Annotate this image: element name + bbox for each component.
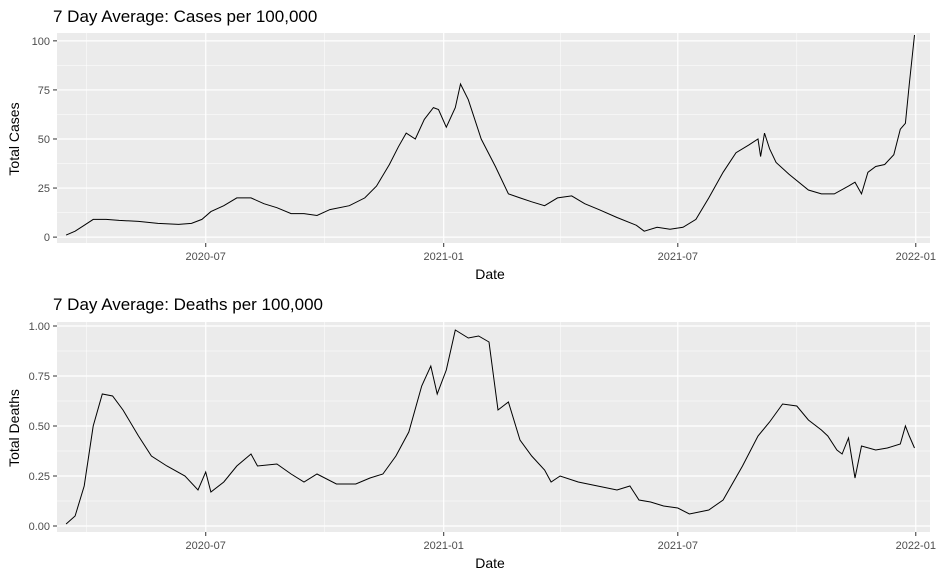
cases-x-tick-label: 2021-01 [424,251,464,263]
deaths-y-tick-label: 1.00 [29,321,50,333]
deaths-y-tick-label: 0.75 [29,371,50,383]
deaths-y-tick-label: 0.25 [29,471,50,483]
deaths-y-tick-label: 0.50 [29,421,50,433]
deaths-x-tick-label: 2022-01 [896,540,936,552]
deaths-plot-panel [57,322,930,532]
cases-y-tick-label: 0 [44,232,50,244]
cases-y-axis-label: Total Cases [6,102,22,175]
cases-x-tick-label: 2022-01 [896,251,936,263]
deaths-chart: 0.00 0.25 0.50 0.75 1.00 2020-07 2021-01 2021-0… [6,295,936,571]
deaths-y-axis-label: Total Deaths [6,389,22,467]
cases-plot-panel [57,33,930,243]
cases-y-tick-label: 75 [38,85,50,97]
deaths-chart-title: 7 Day Average: Deaths per 100,000 [53,295,323,314]
deaths-x-tick-label: 2020-07 [186,540,226,552]
deaths-x-tick-label: 2021-07 [658,540,698,552]
cases-x-tick-label: 2021-07 [658,251,698,263]
cases-x-tick-label: 2020-07 [186,251,226,263]
cases-chart-title: 7 Day Average: Cases per 100,000 [53,7,317,26]
cases-chart: 0 25 50 75 100 2020-07 2021-01 2021-07 2022-01 7 … [6,7,936,282]
deaths-y-tick-label: 0.00 [29,521,50,533]
cases-x-axis-label: Date [475,266,505,282]
cases-y-tick-label: 50 [38,134,50,146]
deaths-x-axis-label: Date [475,555,505,571]
cases-series-line [65,34,915,236]
deaths-series-line [65,329,915,525]
cases-y-tick-label: 100 [32,36,50,48]
cases-y-tick-label: 25 [38,183,50,195]
deaths-x-tick-label: 2021-01 [424,540,464,552]
